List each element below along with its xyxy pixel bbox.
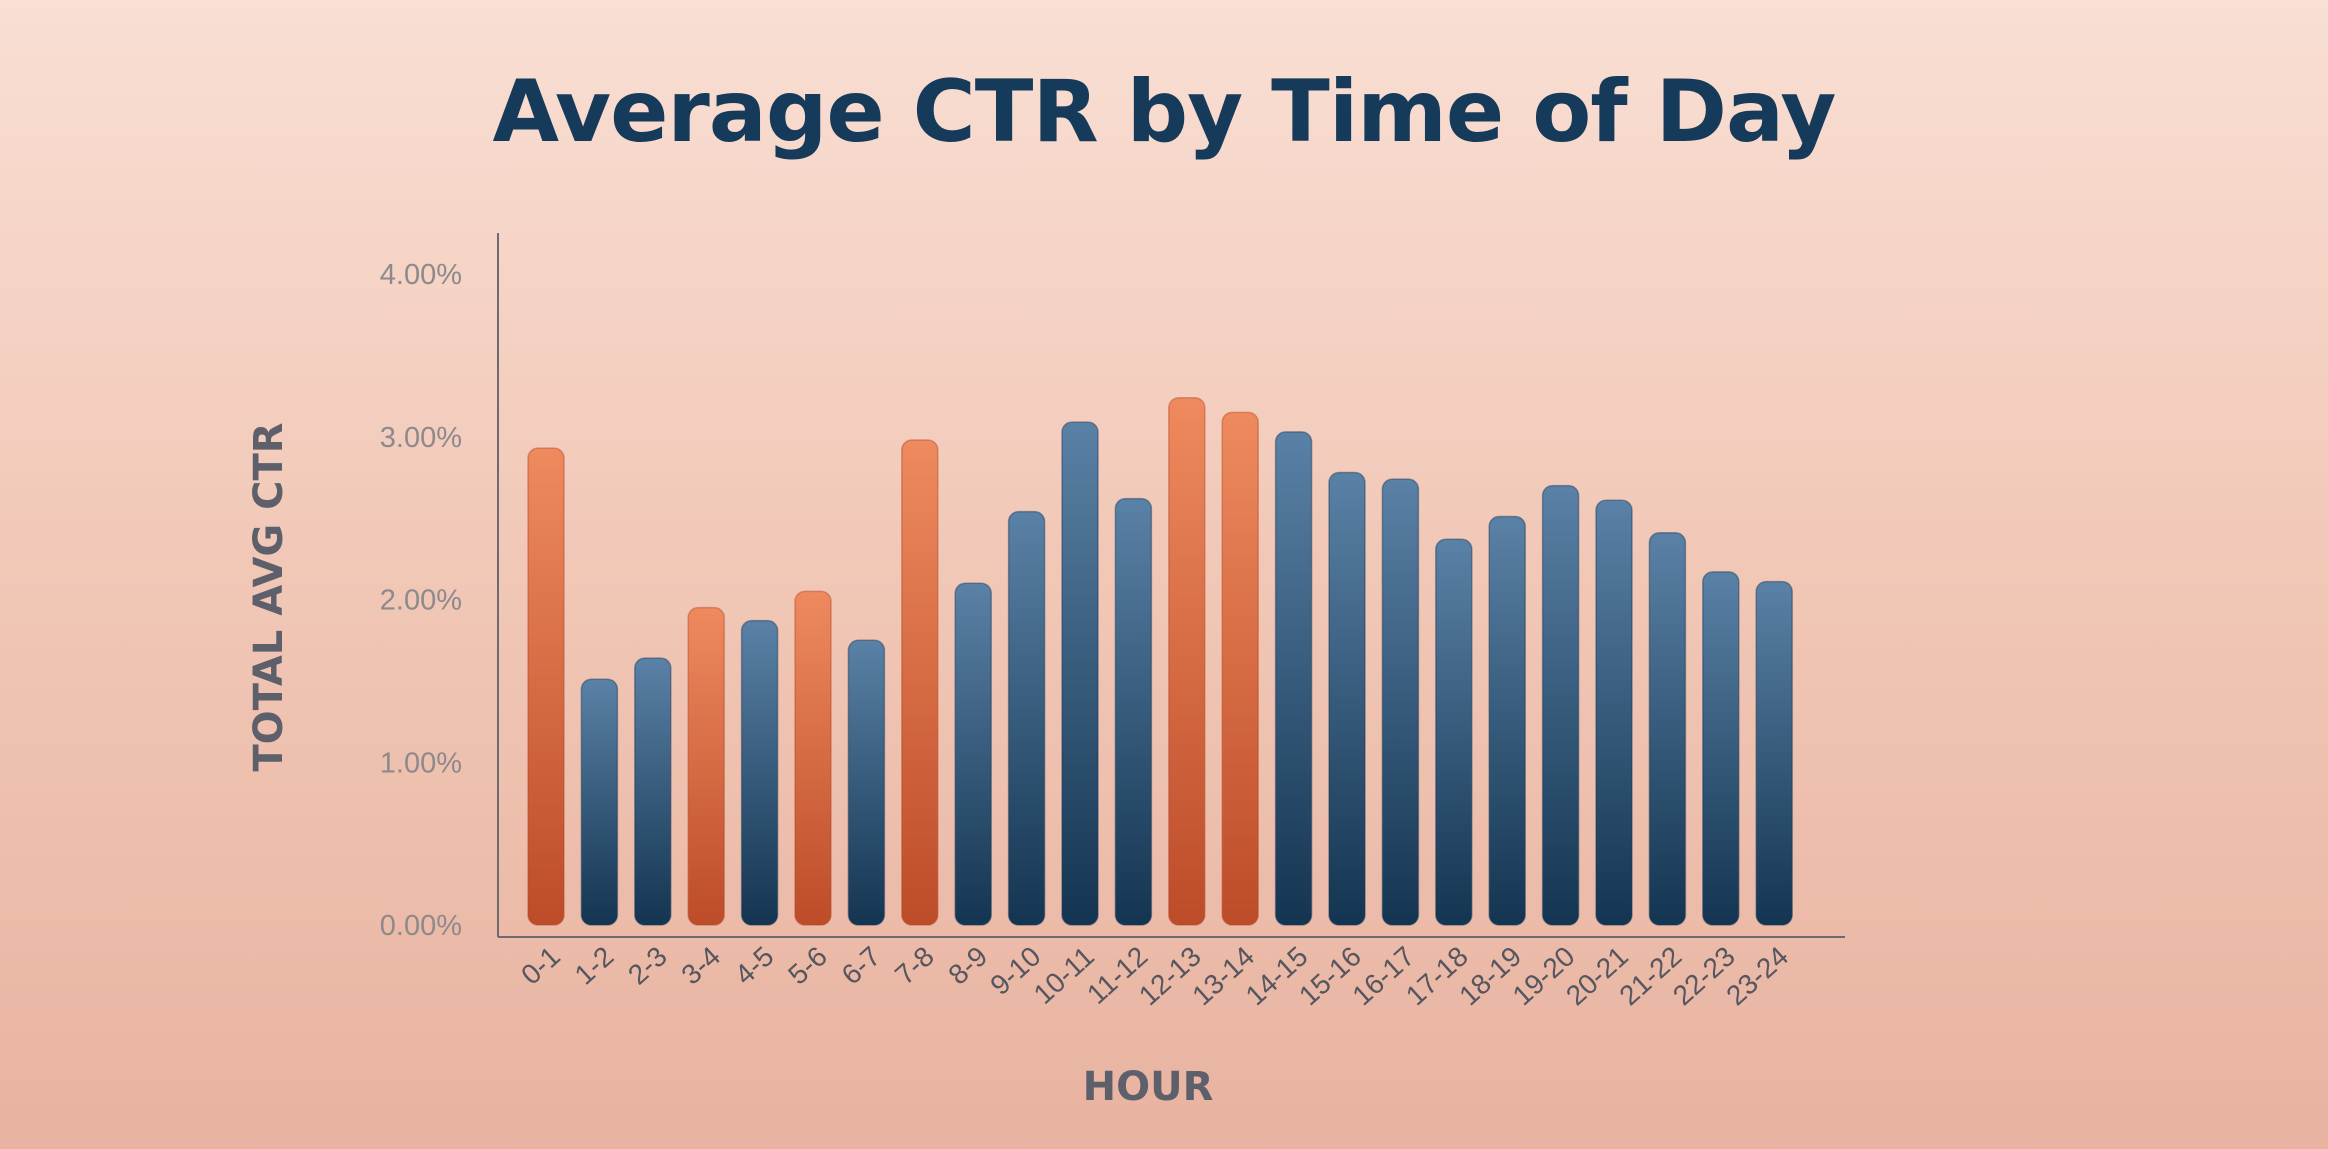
x-tick-label: 23-24 — [1720, 940, 1794, 1011]
x-tick-label: 14-15 — [1240, 940, 1314, 1011]
y-tick-label: 1.00% — [380, 747, 462, 779]
bar-3-4 — [687, 606, 725, 926]
y-axis-title: TOTAL AVG CTR — [246, 422, 292, 771]
bar-13-14 — [1221, 411, 1259, 926]
y-tick-label: 2.00% — [380, 585, 462, 617]
x-tick-label: 7-8 — [889, 940, 940, 990]
chart-title: Average CTR by Time of Day — [492, 62, 1837, 162]
bar-1-2 — [580, 678, 619, 926]
bar-22-23 — [1702, 571, 1740, 926]
bar-11-12 — [1114, 497, 1153, 926]
bar-2-3 — [634, 657, 672, 926]
y-tick-label: 0.00% — [380, 910, 462, 942]
bar-20-21 — [1595, 499, 1633, 926]
bar-10-11 — [1061, 421, 1099, 926]
bar-12-13 — [1168, 396, 1206, 926]
x-tick-label: 12-13 — [1133, 940, 1207, 1011]
x-tick-label: 5-6 — [782, 940, 833, 990]
x-tick-label: 1-2 — [569, 940, 620, 990]
bar-5-6 — [794, 590, 832, 926]
bar-0-1 — [527, 447, 565, 926]
x-tick-label: 22-23 — [1667, 940, 1741, 1011]
bars — [527, 396, 1793, 926]
bar-9-10 — [1007, 510, 1046, 926]
x-tick-label: 16-17 — [1346, 940, 1420, 1011]
y-tick-label: 3.00% — [380, 422, 462, 454]
x-tick-label: 15-16 — [1293, 940, 1367, 1011]
x-tick-label: 20-21 — [1560, 940, 1634, 1011]
x-tick-label: 2-3 — [622, 940, 673, 990]
bar-15-16 — [1328, 471, 1366, 926]
y-axis: 0.00% 1.00% 2.00% 3.00% 4.00% — [380, 233, 499, 942]
x-tick-label: 21-22 — [1613, 940, 1687, 1011]
x-tick-label: 8-9 — [942, 940, 993, 990]
bar-14-15 — [1274, 431, 1313, 926]
x-tick-label: 3-4 — [675, 940, 726, 990]
bar-23-24 — [1755, 580, 1793, 926]
x-tick-label: 19-20 — [1507, 940, 1581, 1011]
x-tick-label: 10-11 — [1028, 940, 1100, 1010]
x-tick-label: 4-5 — [729, 940, 780, 990]
x-tick-label: 17-18 — [1400, 940, 1474, 1011]
bar-19-20 — [1541, 484, 1580, 926]
x-axis-title: HOUR — [1083, 1064, 1214, 1110]
x-tick-labels: 0-1 1-2 2-3 3-4 4-5 5-6 6-7 7-8 8-99-1010-1111-1… — [515, 940, 1794, 1011]
x-tick-label: 6-7 — [836, 940, 887, 990]
x-tick-label: 0-1 — [515, 940, 566, 990]
bar-21-22 — [1648, 532, 1687, 926]
x-tick-label: 13-14 — [1186, 940, 1260, 1011]
bar-6-7 — [847, 639, 886, 926]
x-tick-label: 18-19 — [1453, 940, 1527, 1011]
bar-7-8 — [901, 439, 939, 926]
bar-16-17 — [1381, 478, 1420, 926]
bar-18-19 — [1488, 515, 1526, 926]
y-tick-label: 4.00% — [380, 259, 462, 291]
bar-17-18 — [1435, 538, 1473, 926]
bar-8-9 — [954, 582, 992, 926]
bar-4-5 — [740, 619, 779, 926]
